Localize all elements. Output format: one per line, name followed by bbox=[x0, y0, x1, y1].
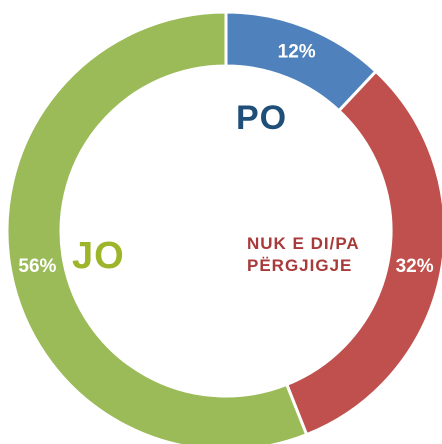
category-label: JO bbox=[72, 235, 125, 277]
donut-segment bbox=[284, 69, 442, 437]
donut-segment bbox=[5, 10, 309, 444]
category-label: PO bbox=[236, 99, 288, 137]
value-label: 32% bbox=[396, 256, 434, 277]
value-label: 56% bbox=[18, 256, 56, 277]
value-label: 12% bbox=[278, 41, 316, 62]
category-label: NUK E DI/PA PËRGJIGJE bbox=[247, 234, 360, 276]
